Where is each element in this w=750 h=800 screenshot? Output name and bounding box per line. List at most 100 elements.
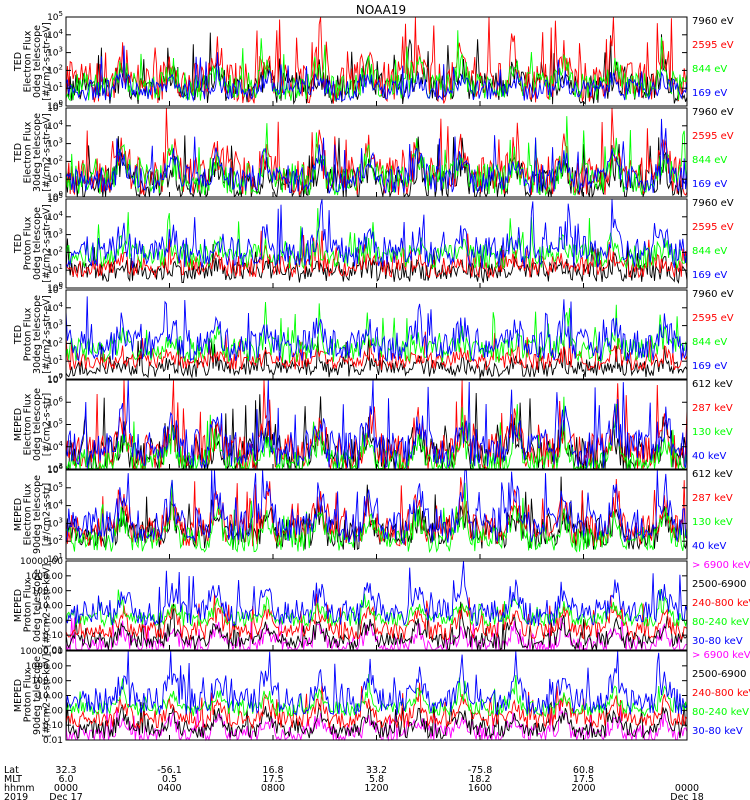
legend-entry: 40 keV bbox=[692, 451, 726, 462]
ephemeris-value-hhmm: 1600 bbox=[468, 783, 492, 794]
legend-entry: 287 keV bbox=[692, 493, 733, 504]
y-axis-label-line: Electron Flux bbox=[22, 121, 33, 183]
legend-entry: 2500-6900 keV bbox=[692, 669, 750, 680]
legend-entry: 2595 eV bbox=[692, 222, 734, 233]
legend-entry: 169 eV bbox=[692, 270, 727, 281]
ephemeris-value-lat: -75.8 bbox=[468, 765, 493, 776]
ephemeris-row-label: MLT bbox=[4, 774, 22, 785]
y-axis-label-line: Electron Flux bbox=[22, 483, 33, 545]
legend-entry: 30-80 keV bbox=[692, 726, 743, 737]
legend-entry: 612 keV bbox=[692, 379, 733, 390]
y-axis-label-line: 30deg telescope bbox=[32, 295, 43, 374]
ephemeris-row-label: Lat bbox=[4, 765, 19, 776]
y-axis-label-line: Proton Flux bbox=[22, 578, 33, 632]
series-line-2500-6900-kev bbox=[65, 601, 688, 652]
ephemeris-value-date: Dec 17 bbox=[49, 792, 83, 800]
y-axis-label-line: 0deg telescope bbox=[32, 207, 43, 280]
legend-entry: 7960 eV bbox=[692, 16, 734, 27]
ephemeris-value-mlt: 0.5 bbox=[162, 774, 177, 785]
legend-entry: 240-800 keV bbox=[692, 688, 750, 699]
series-line-30-80-kev bbox=[65, 651, 688, 716]
y-axis-label-line: [#/cm2-s-str-eV] bbox=[41, 295, 52, 374]
legend-entry: 169 eV bbox=[692, 88, 727, 99]
ephemeris-value-lat: 16.8 bbox=[262, 765, 283, 776]
series-line-2595-ev bbox=[65, 331, 688, 371]
legend-entry: 240-800 keV bbox=[692, 598, 750, 609]
y-tick-label: 1000.00 bbox=[26, 572, 63, 582]
series-line-130-kev bbox=[65, 479, 688, 554]
y-tick-label: 1.00 bbox=[43, 706, 63, 716]
legend-entry: 287 keV bbox=[692, 403, 733, 414]
legend-entry: 30-80 keV bbox=[692, 636, 743, 647]
y-axis-label-line: Electron Flux bbox=[22, 30, 33, 92]
y-axis-label-line: 0deg telescope bbox=[32, 569, 43, 642]
legend-entry: 80-240 keV bbox=[692, 617, 749, 628]
y-tick-label: 0.10 bbox=[43, 721, 63, 731]
series-line-7960-ev bbox=[65, 135, 688, 199]
ephemeris-value-mlt: 5.8 bbox=[369, 774, 384, 785]
y-axis-label-line: [#/cm2-s-str-keV] bbox=[41, 564, 52, 648]
ephemeris-value-mlt: 18.2 bbox=[469, 774, 490, 785]
y-axis-label-line: 0deg telescope bbox=[32, 25, 43, 98]
ephemeris-value-lat: 60.8 bbox=[573, 765, 594, 776]
y-axis-label-line: [#/cm2-s-str-eV] bbox=[41, 204, 52, 283]
series-line-844-ev bbox=[65, 208, 688, 270]
ephemeris-value-hhmm: 0800 bbox=[261, 783, 285, 794]
series-line-80-240-kev bbox=[65, 674, 688, 718]
y-tick-label: 100.00 bbox=[32, 587, 64, 597]
series-line-30-80-kev bbox=[65, 561, 688, 627]
y-axis-label-line: Proton Flux bbox=[22, 307, 33, 361]
series-line-844-ev bbox=[65, 116, 688, 197]
y-axis-label-line: MEPED bbox=[13, 679, 24, 712]
legend-entry: 7960 eV bbox=[692, 289, 734, 300]
y-tick-label: 0.01 bbox=[43, 646, 63, 656]
y-axis-label: TEDElectron Flux0deg telescope[#/cm2-s-s… bbox=[13, 22, 53, 101]
legend-entry: 169 eV bbox=[692, 179, 727, 190]
series-line-40-kev bbox=[65, 380, 688, 469]
ephemeris-value-hhmm: 1200 bbox=[364, 783, 388, 794]
legend-entry: 2595 eV bbox=[692, 40, 734, 51]
panel-7: 0.01 0.10 1.00 10.00 100.00 1000.00 10000.00 ME… bbox=[13, 557, 750, 656]
series-line-169-ev bbox=[65, 296, 688, 362]
ephemeris-value-lat: -56.1 bbox=[157, 765, 182, 776]
series-line-844-ev bbox=[65, 301, 688, 365]
series-line-844-ev bbox=[65, 30, 688, 102]
y-tick-label: 10.00 bbox=[37, 602, 63, 612]
y-tick-label: 1.00 bbox=[43, 616, 63, 626]
ephemeris-value-hhmm: 0000 bbox=[54, 783, 78, 794]
legend-entry: 612 keV bbox=[692, 469, 733, 480]
series-line-2595-ev bbox=[65, 230, 688, 279]
legend-entry: 2500-6900 keV bbox=[692, 579, 750, 590]
legend-entry: 844 eV bbox=[692, 337, 727, 348]
y-axis-label-line: TED bbox=[13, 143, 24, 163]
series-line-2500-6900-kev bbox=[65, 701, 688, 740]
ephemeris-value-hhmm: 2000 bbox=[571, 783, 595, 794]
y-axis-label-line: MEPED bbox=[13, 589, 24, 622]
ephemeris-value-mlt: 17.5 bbox=[573, 774, 594, 785]
y-tick-label: 0.10 bbox=[43, 631, 63, 641]
y-tick-label: 10000.00 bbox=[20, 647, 63, 657]
ephemeris-value-date: Dec 18 bbox=[670, 792, 704, 800]
y-axis-label-line: Proton Flux bbox=[22, 668, 33, 722]
ephemeris-value-hhmm: 0400 bbox=[157, 783, 181, 794]
ephemeris-row-label: 2019 bbox=[4, 792, 28, 800]
series-line-40-kev bbox=[65, 469, 688, 544]
legend-entry: 40 keV bbox=[692, 541, 726, 552]
legend-entry: 844 eV bbox=[692, 246, 727, 257]
y-tick-label: 1000.00 bbox=[26, 662, 63, 672]
series-line-169-ev bbox=[65, 45, 688, 102]
legend-entry: 844 eV bbox=[692, 64, 727, 75]
y-axis-label-line: 30deg telescope bbox=[32, 113, 43, 192]
series-line-169-ev bbox=[65, 199, 688, 269]
y-axis-label-line: [#/cm2-s-str] bbox=[41, 483, 52, 546]
y-axis-label-line: TED bbox=[13, 52, 24, 72]
legend-entry: 844 eV bbox=[692, 155, 727, 166]
panel-frame bbox=[65, 16, 688, 107]
y-axis-label-line: Electron Flux bbox=[22, 393, 33, 455]
